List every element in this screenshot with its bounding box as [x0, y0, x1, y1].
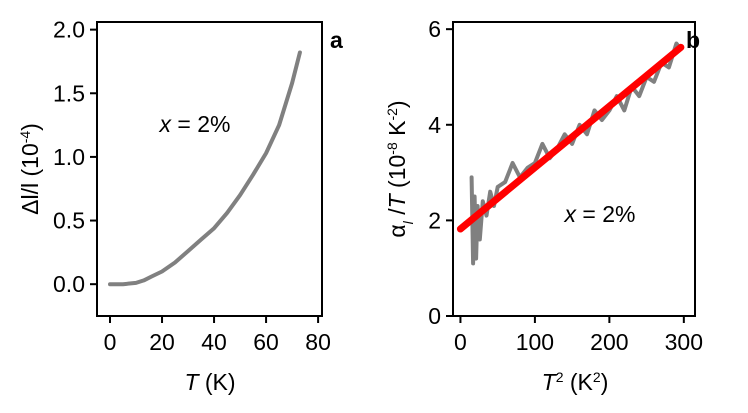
label-part: -4 [17, 131, 33, 144]
label-part: x [159, 111, 173, 137]
label-part: K [384, 120, 410, 142]
label-part: T [542, 369, 558, 395]
panel-label: a [330, 27, 343, 53]
label-part: = 2% [576, 201, 635, 227]
y-tick-label: 2 [428, 207, 441, 233]
y-tick-label: 0 [428, 303, 441, 329]
data-line [456, 43, 685, 233]
x-tick-label: 40 [201, 329, 227, 355]
annotation: x = 2% [564, 201, 636, 227]
label-part: l [400, 220, 416, 224]
label-part: T [184, 369, 200, 395]
x-axis-label: T (K) [184, 369, 235, 395]
y-axis-label: Δl/l (10-4) [17, 123, 43, 215]
label-part: / [384, 208, 410, 221]
y-tick-label: 2.0 [53, 17, 85, 43]
label-part: Δl/l (10 [17, 143, 43, 215]
panel-label: b [686, 27, 700, 53]
label-part: x [564, 201, 578, 227]
label-part: (10 [384, 155, 410, 195]
x-tick-label: 300 [665, 329, 703, 355]
label-part: -8 [384, 142, 400, 155]
y-tick-label: 4 [428, 112, 441, 138]
x-axis-label: T2 (K2) [542, 369, 609, 395]
label-part: T [384, 192, 410, 208]
x-tick-label: 100 [516, 329, 554, 355]
x-tick-label: 200 [590, 329, 628, 355]
x-tick-label: 0 [104, 329, 117, 355]
y-tick-label: 1.5 [53, 80, 85, 106]
x-tick-label: 80 [305, 329, 331, 355]
label-part: = 2% [171, 111, 230, 137]
x-tick-label: 20 [149, 329, 175, 355]
label-part: α [384, 224, 410, 237]
plot-frame [452, 21, 696, 317]
label-part: ) [601, 369, 609, 395]
x-tick-label: 0 [454, 329, 467, 355]
y-axis-label: αl /T (10-8 K-2) [384, 100, 416, 237]
annotation: x = 2% [159, 111, 231, 137]
plot-frame [96, 21, 323, 317]
y-tick-label: 1.0 [53, 144, 85, 170]
label-part: (K [564, 369, 594, 395]
label-part: 2 [593, 369, 601, 385]
data-line [108, 50, 302, 287]
label-part: ) [17, 123, 43, 131]
y-tick-label: 0.0 [53, 271, 85, 297]
label-part: -2 [384, 108, 400, 121]
label-part: 2 [556, 369, 564, 385]
label-part: ) [384, 100, 410, 108]
y-tick-label: 0.5 [53, 208, 85, 234]
y-tick-label: 6 [428, 16, 441, 42]
label-part: (K) [199, 369, 236, 395]
x-tick-label: 60 [253, 329, 279, 355]
